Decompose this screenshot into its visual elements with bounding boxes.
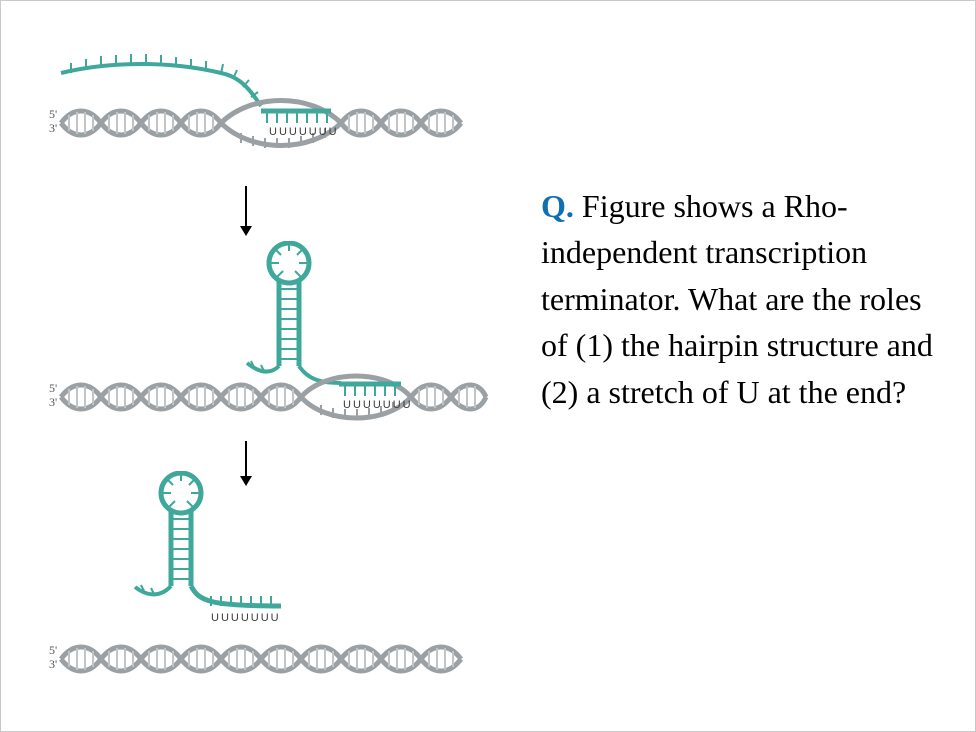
page: 5' 3': [0, 0, 976, 732]
polyU-label-2: UUUUUUU: [343, 399, 413, 411]
figure-column: 5' 3': [1, 1, 521, 731]
label-5-prime-2: 5': [49, 381, 57, 395]
text-column: Q. Figure shows a Rho-independent transc…: [521, 1, 975, 731]
label-5-prime-3: 5': [49, 643, 57, 657]
released-rna: UUUUUUU: [135, 473, 281, 624]
dna-right-2: [411, 385, 486, 409]
polyU-label-1: UUUUUUU: [269, 126, 339, 138]
question-paragraph: Q. Figure shows a Rho-independent transc…: [541, 183, 935, 415]
polyU-label-3: UUUUUUU: [211, 612, 281, 624]
dna-end-labels-2: 5' 3': [49, 381, 57, 409]
label-3-prime-3: 3': [49, 657, 57, 671]
rna-hairpin-2: [247, 243, 341, 383]
dna-helix-2: [61, 385, 301, 409]
stage-3-svg: UUUUUUU: [51, 471, 491, 691]
rna-strand-1: [61, 64, 261, 106]
stage-3: 5' 3': [51, 471, 491, 691]
question-text: Figure shows a Rho-independent transcrip…: [541, 188, 933, 410]
stage-1: 5' 3': [51, 51, 491, 181]
dna-end-labels-3: 5' 3': [49, 643, 57, 671]
dna-bubble-2: UUUUUUU: [301, 376, 413, 419]
stage-1-svg: UUUUUUU: [51, 51, 491, 181]
question-marker: Q.: [541, 188, 574, 224]
label-5-prime: 5': [49, 107, 57, 121]
arrow-1: [240, 186, 252, 236]
stage-2: 5' 3': [51, 241, 491, 431]
label-3-prime-2: 3': [49, 395, 57, 409]
dna-helix-1: UUUUUUU: [61, 101, 461, 149]
dna-helix-3: [61, 647, 461, 671]
dna-end-labels-1: 5' 3': [49, 107, 57, 135]
stage-2-svg: UUUUUUU: [51, 241, 491, 431]
label-3-prime: 3': [49, 121, 57, 135]
